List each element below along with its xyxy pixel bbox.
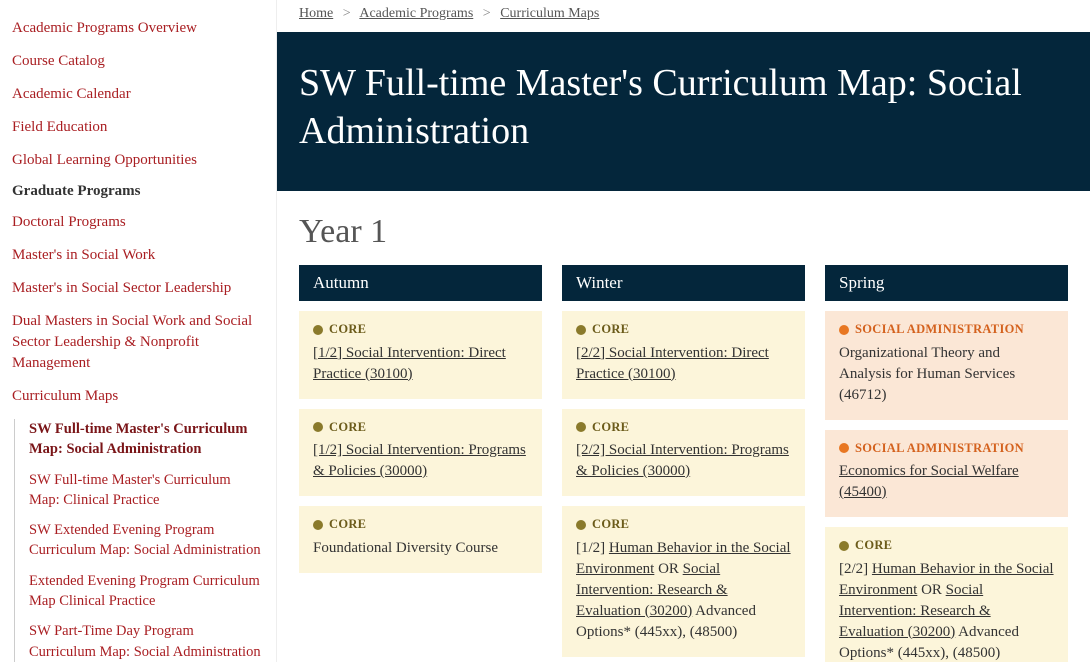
course-link[interactable]: [1/2] Social Intervention: Direct Practi… (313, 345, 506, 382)
sidebar-item[interactable]: Academic Calendar (12, 84, 264, 105)
badge-dot-icon (576, 520, 586, 530)
sidebar-sub-item[interactable]: SW Full-time Master's Curriculum Map: Cl… (29, 470, 264, 511)
term-header: Winter (562, 265, 805, 301)
course-body: Foundational Diversity Course (313, 538, 528, 559)
course-body: Economics for Social Welfare (45400) (839, 461, 1054, 503)
badge-label: CORE (855, 537, 892, 555)
sidebar-item[interactable]: Course Catalog (12, 51, 264, 72)
core-badge: CORE (576, 321, 791, 339)
course-text: Foundational Diversity Course (313, 540, 498, 556)
term-column: Autumn CORE [1/2] Social Intervention: Dir… (299, 265, 542, 662)
badge-dot-icon (313, 325, 323, 335)
course-body: [2/2] Social Intervention: Programs & Po… (576, 440, 791, 482)
badge-dot-icon (313, 422, 323, 432)
core-badge: CORE (313, 419, 528, 437)
badge-dot-icon (576, 422, 586, 432)
badge-dot-icon (313, 520, 323, 530)
course-card: SOCIAL ADMINISTRATION Organizational Theo… (825, 311, 1068, 420)
course-body: Organizational Theory and Analysis for H… (839, 343, 1054, 406)
core-badge: CORE (839, 537, 1054, 555)
course-body: [2/2] Social Intervention: Direct Practi… (576, 343, 791, 385)
year-heading: Year 1 (277, 191, 1090, 265)
term-column: Winter CORE [2/2] Social Intervention: Dir… (562, 265, 805, 662)
course-card: CORE [1/2] Human Behavior in the Social E… (562, 506, 805, 657)
breadcrumb-curriculum-maps[interactable]: Curriculum Maps (500, 6, 599, 21)
sidebar-item[interactable]: Global Learning Opportunities (12, 150, 264, 171)
badge-label: CORE (592, 321, 629, 339)
badge-dot-icon (839, 443, 849, 453)
breadcrumb-separator: > (483, 6, 491, 21)
course-link[interactable]: Economics for Social Welfare (45400) (839, 463, 1019, 500)
course-link[interactable]: [2/2] Social Intervention: Direct Practi… (576, 345, 769, 382)
sidebar-item[interactable]: Field Education (12, 117, 264, 138)
main-content: Home > Academic Programs > Curriculum Ma… (277, 0, 1090, 662)
badge-label: CORE (592, 419, 629, 437)
course-text: OR (654, 561, 682, 577)
sidebar-nav: Academic Programs Overview Course Catalog… (0, 0, 277, 662)
core-badge: CORE (576, 516, 791, 534)
badge-label: CORE (329, 516, 366, 534)
course-card: CORE Foundational Diversity Course (299, 506, 542, 573)
course-text: [2/2] (839, 561, 872, 577)
course-body: [2/2] Human Behavior in the Social Envir… (839, 559, 1054, 662)
course-link[interactable]: [1/2] Social Intervention: Programs & Po… (313, 442, 526, 479)
terms-grid: Autumn CORE [1/2] Social Intervention: Dir… (277, 265, 1090, 662)
course-card: SOCIAL ADMINISTRATION Economics for Socia… (825, 430, 1068, 518)
breadcrumb-home[interactable]: Home (299, 6, 333, 21)
course-card: CORE [2/2] Social Intervention: Direct Pr… (562, 311, 805, 399)
badge-label: SOCIAL ADMINISTRATION (855, 321, 1024, 339)
core-badge: CORE (313, 321, 528, 339)
course-card: CORE [1/2] Social Intervention: Programs … (299, 409, 542, 497)
sidebar-item[interactable]: Doctoral Programs (12, 212, 264, 233)
badge-dot-icon (839, 325, 849, 335)
sidebar-heading-graduate: Graduate Programs (12, 183, 264, 200)
concentration-badge: SOCIAL ADMINISTRATION (839, 321, 1054, 339)
course-body: [1/2] Social Intervention: Programs & Po… (313, 440, 528, 482)
course-link[interactable]: [2/2] Social Intervention: Programs & Po… (576, 442, 789, 479)
sidebar-item[interactable]: Curriculum Maps (12, 386, 264, 407)
sidebar-sub-item[interactable]: Extended Evening Program Curriculum Map … (29, 571, 264, 612)
badge-label: CORE (329, 419, 366, 437)
badge-label: CORE (592, 516, 629, 534)
sidebar-item[interactable]: Master's in Social Sector Leadership (12, 278, 264, 299)
course-body: [1/2] Human Behavior in the Social Envir… (576, 538, 791, 643)
sidebar-item[interactable]: Master's in Social Work (12, 245, 264, 266)
concentration-badge: SOCIAL ADMINISTRATION (839, 440, 1054, 458)
sidebar-sub-item[interactable]: SW Part-Time Day Program Curriculum Map:… (29, 621, 264, 662)
breadcrumb-academic-programs[interactable]: Academic Programs (359, 6, 473, 21)
course-card: CORE [2/2] Human Behavior in the Social E… (825, 527, 1068, 662)
core-badge: CORE (576, 419, 791, 437)
page-title: SW Full-time Master's Curriculum Map: So… (299, 60, 1068, 155)
course-text: OR (917, 582, 945, 598)
sidebar-sub-item[interactable]: SW Full-time Master's Curriculum Map: So… (29, 419, 264, 460)
course-body: [1/2] Social Intervention: Direct Practi… (313, 343, 528, 385)
breadcrumb: Home > Academic Programs > Curriculum Ma… (277, 0, 1090, 32)
badge-label: CORE (329, 321, 366, 339)
badge-dot-icon (839, 541, 849, 551)
breadcrumb-separator: > (343, 6, 351, 21)
term-header: Spring (825, 265, 1068, 301)
course-card: CORE [2/2] Social Intervention: Programs … (562, 409, 805, 497)
badge-label: SOCIAL ADMINISTRATION (855, 440, 1024, 458)
term-header: Autumn (299, 265, 542, 301)
page-hero: SW Full-time Master's Curriculum Map: So… (277, 32, 1090, 191)
sidebar-item[interactable]: Academic Programs Overview (12, 18, 264, 39)
course-text: Organizational Theory and Analysis for H… (839, 345, 1015, 403)
sidebar-sub-item[interactable]: SW Extended Evening Program Curriculum M… (29, 520, 264, 561)
core-badge: CORE (313, 516, 528, 534)
badge-dot-icon (576, 325, 586, 335)
sidebar-item[interactable]: Dual Masters in Social Work and Social S… (12, 311, 264, 374)
course-text: [1/2] (576, 540, 609, 556)
course-card: CORE [1/2] Social Intervention: Direct Pr… (299, 311, 542, 399)
term-column: Spring SOCIAL ADMINISTRATION Organizationa… (825, 265, 1068, 662)
